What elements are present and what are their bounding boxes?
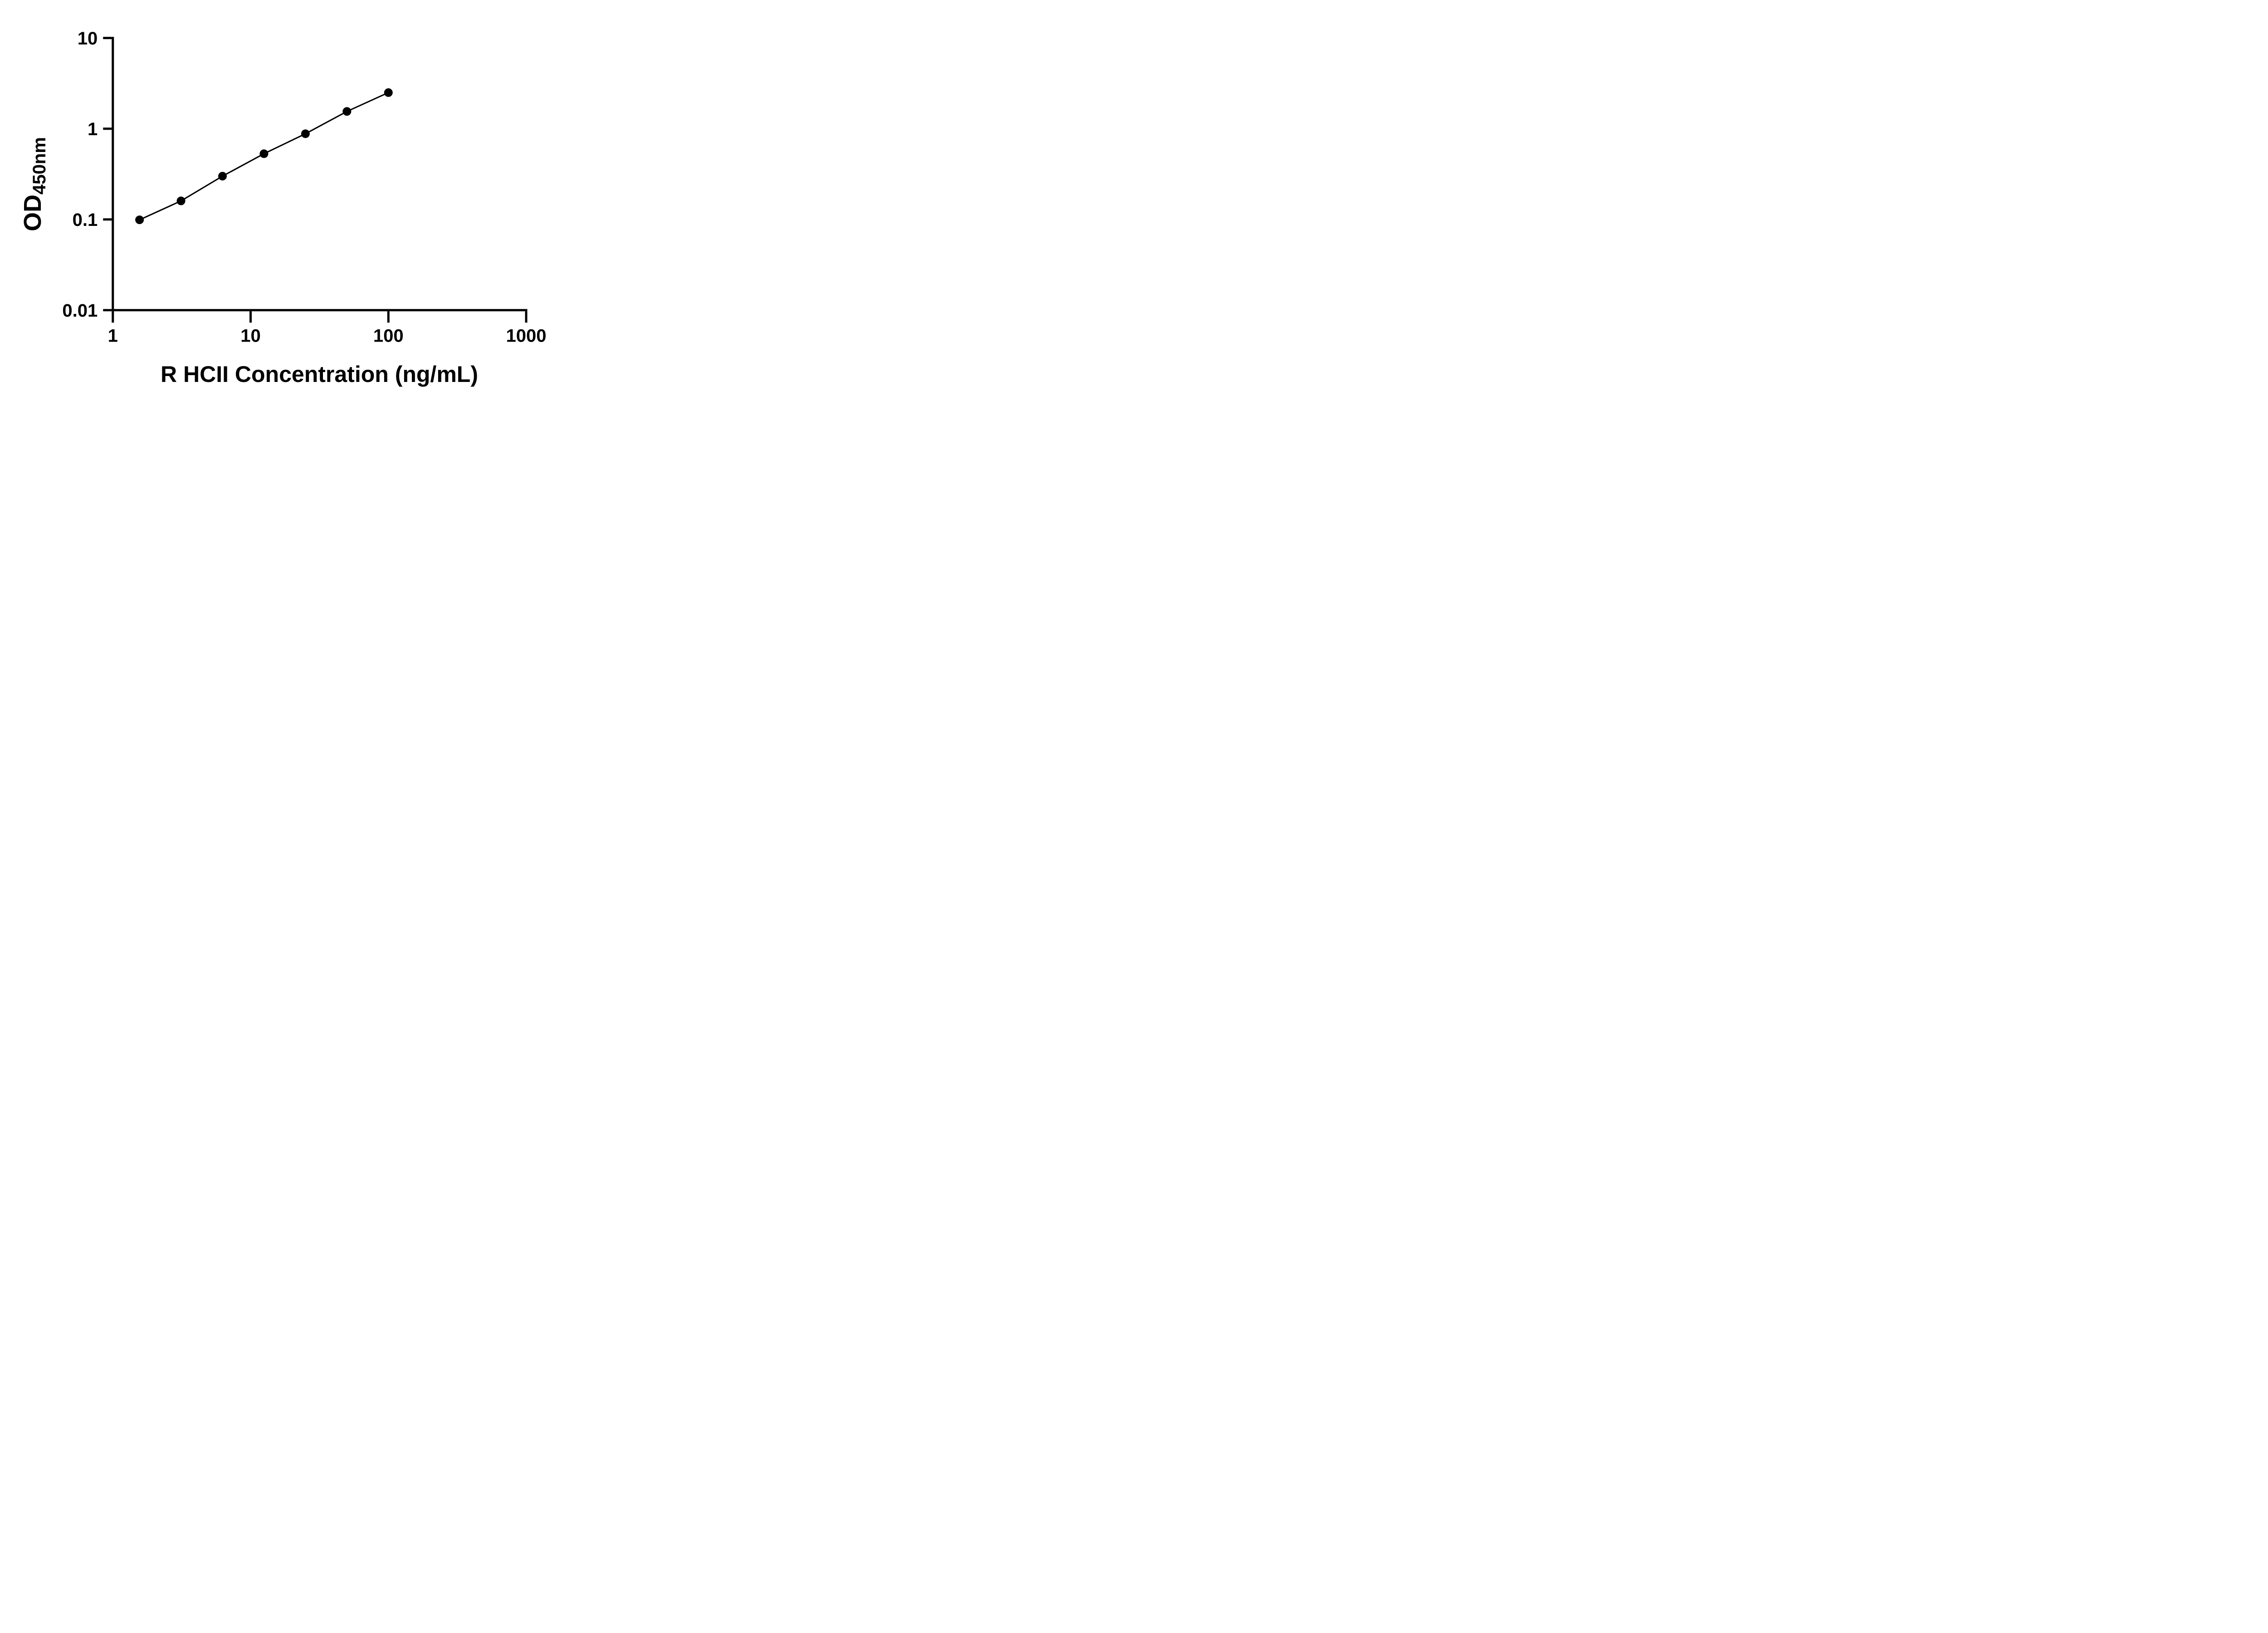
y-axis-title-main: OD: [19, 195, 46, 231]
x-tick-label: 100: [373, 326, 404, 346]
data-point-marker: [384, 88, 393, 97]
y-axis-title-subscript: 450nm: [29, 137, 49, 195]
x-tick-label: 10: [240, 326, 261, 346]
axes: 1 10 100 1000 0.01 0.1 1 10: [62, 29, 546, 346]
x-axis-title: R HCII Concentration (ng/mL): [161, 362, 478, 387]
axis-spine: [112, 37, 528, 312]
svg-text:OD450nm: OD450nm: [19, 137, 49, 231]
data-point-marker: [342, 107, 352, 116]
y-axis-title: OD450nm: [19, 137, 49, 231]
data-point-marker: [135, 215, 144, 225]
y-tick-label: 10: [78, 29, 98, 49]
data-point-marker: [259, 149, 269, 158]
data-point-marker: [301, 129, 310, 138]
chart-canvas: 1 10 100 1000 0.01 0.1 1 10 R HCII Concentratio…: [19, 29, 546, 387]
data-point-marker: [176, 196, 186, 205]
y-tick-label: 0.1: [73, 210, 98, 230]
data-series: [135, 88, 393, 225]
y-tick-label: 1: [88, 119, 98, 139]
x-tick-label: 1: [108, 326, 118, 346]
y-tick-label: 0.01: [62, 301, 98, 321]
elisa-standard-curve-figure: 1 10 100 1000 0.01 0.1 1 10 R HCII Concentratio…: [0, 0, 583, 408]
data-point-marker: [218, 171, 227, 181]
x-tick-label: 1000: [506, 326, 547, 346]
